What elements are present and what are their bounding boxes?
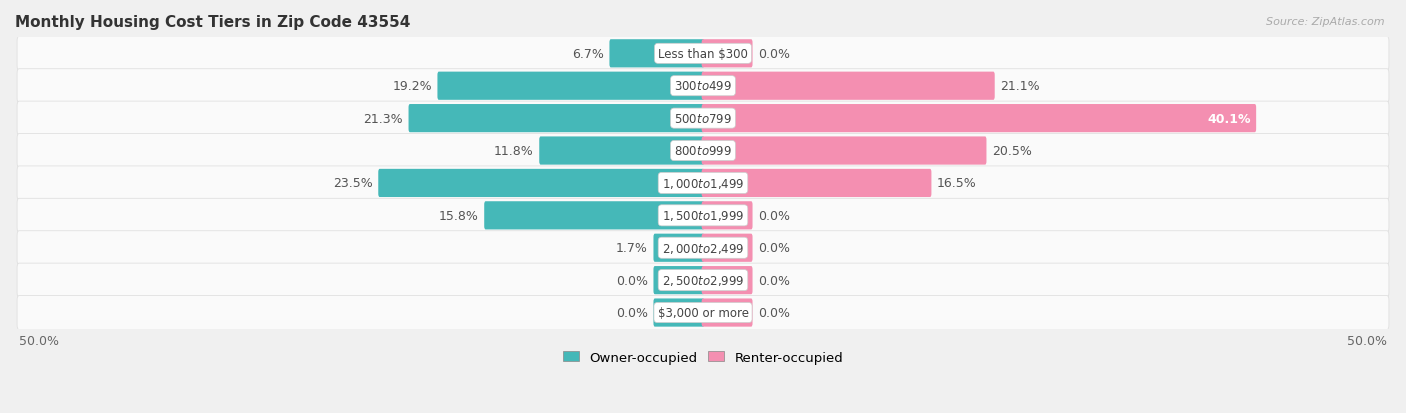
FancyBboxPatch shape xyxy=(540,137,704,165)
Text: 0.0%: 0.0% xyxy=(758,306,790,319)
FancyBboxPatch shape xyxy=(702,40,752,68)
FancyBboxPatch shape xyxy=(17,231,1389,265)
Text: 0.0%: 0.0% xyxy=(616,306,648,319)
Text: $300 to $499: $300 to $499 xyxy=(673,80,733,93)
Text: 15.8%: 15.8% xyxy=(439,209,478,222)
FancyBboxPatch shape xyxy=(702,234,752,262)
FancyBboxPatch shape xyxy=(609,40,704,68)
Text: 0.0%: 0.0% xyxy=(758,274,790,287)
Legend: Owner-occupied, Renter-occupied: Owner-occupied, Renter-occupied xyxy=(558,345,848,369)
Text: Source: ZipAtlas.com: Source: ZipAtlas.com xyxy=(1267,17,1385,26)
FancyBboxPatch shape xyxy=(702,105,1256,133)
FancyBboxPatch shape xyxy=(654,299,704,327)
FancyBboxPatch shape xyxy=(702,137,987,165)
FancyBboxPatch shape xyxy=(17,166,1389,200)
Text: Less than $300: Less than $300 xyxy=(658,47,748,61)
Text: 1.7%: 1.7% xyxy=(616,242,648,255)
FancyBboxPatch shape xyxy=(702,169,931,197)
FancyBboxPatch shape xyxy=(17,102,1389,136)
FancyBboxPatch shape xyxy=(17,296,1389,330)
FancyBboxPatch shape xyxy=(378,169,704,197)
Text: 40.1%: 40.1% xyxy=(1208,112,1251,125)
Text: 50.0%: 50.0% xyxy=(1347,334,1386,347)
FancyBboxPatch shape xyxy=(17,134,1389,168)
FancyBboxPatch shape xyxy=(17,199,1389,233)
Text: 50.0%: 50.0% xyxy=(20,334,59,347)
Text: 0.0%: 0.0% xyxy=(616,274,648,287)
FancyBboxPatch shape xyxy=(17,69,1389,104)
Text: 0.0%: 0.0% xyxy=(758,242,790,255)
FancyBboxPatch shape xyxy=(17,263,1389,297)
Text: $3,000 or more: $3,000 or more xyxy=(658,306,748,319)
Text: $1,500 to $1,999: $1,500 to $1,999 xyxy=(662,209,744,223)
Text: $1,000 to $1,499: $1,000 to $1,499 xyxy=(662,176,744,190)
Text: 20.5%: 20.5% xyxy=(993,145,1032,158)
Text: 21.1%: 21.1% xyxy=(1000,80,1040,93)
FancyBboxPatch shape xyxy=(702,299,752,327)
Text: $500 to $799: $500 to $799 xyxy=(673,112,733,125)
FancyBboxPatch shape xyxy=(437,72,704,101)
FancyBboxPatch shape xyxy=(702,266,752,294)
FancyBboxPatch shape xyxy=(17,37,1389,71)
Text: 19.2%: 19.2% xyxy=(392,80,432,93)
FancyBboxPatch shape xyxy=(409,105,704,133)
Text: Monthly Housing Cost Tiers in Zip Code 43554: Monthly Housing Cost Tiers in Zip Code 4… xyxy=(15,15,411,30)
FancyBboxPatch shape xyxy=(654,234,704,262)
Text: $800 to $999: $800 to $999 xyxy=(673,145,733,158)
Text: 11.8%: 11.8% xyxy=(494,145,534,158)
FancyBboxPatch shape xyxy=(702,202,752,230)
Text: $2,500 to $2,999: $2,500 to $2,999 xyxy=(662,273,744,287)
Text: 16.5%: 16.5% xyxy=(936,177,977,190)
Text: 6.7%: 6.7% xyxy=(572,47,605,61)
FancyBboxPatch shape xyxy=(484,202,704,230)
Text: 0.0%: 0.0% xyxy=(758,47,790,61)
Text: 0.0%: 0.0% xyxy=(758,209,790,222)
FancyBboxPatch shape xyxy=(654,266,704,294)
Text: $2,000 to $2,499: $2,000 to $2,499 xyxy=(662,241,744,255)
Text: 21.3%: 21.3% xyxy=(363,112,404,125)
FancyBboxPatch shape xyxy=(702,72,994,101)
Text: 23.5%: 23.5% xyxy=(333,177,373,190)
